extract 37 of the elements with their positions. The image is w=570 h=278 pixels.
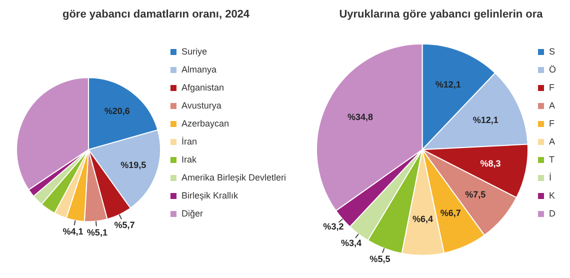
legend-label: K — [549, 190, 556, 200]
legend-label: T — [549, 154, 555, 164]
legend-label: İran — [181, 136, 197, 146]
data-label: %7,5 — [465, 189, 486, 200]
legend-label: Birleşik Krallık — [181, 190, 238, 200]
legend-label: Almanya — [181, 64, 216, 74]
legend-label: F — [549, 118, 555, 128]
legend-label: Azerbaycan — [181, 118, 230, 128]
data-label: %5,1 — [86, 228, 108, 238]
data-label: %19,5 — [120, 160, 146, 170]
data-label: %6,7 — [440, 208, 461, 218]
data-label: %12,1 — [472, 114, 498, 125]
data-label: %5,7 — [114, 220, 135, 230]
legend-label: A — [549, 136, 556, 146]
data-label: %3,2 — [323, 221, 344, 232]
data-label: %6,4 — [412, 214, 433, 224]
legend-label: Avusturya — [181, 100, 222, 110]
legend-label: D — [549, 208, 556, 218]
data-label: %8,3 — [480, 158, 501, 169]
legend-label: Diğer — [181, 208, 203, 218]
legend-label: S — [549, 46, 556, 56]
legend-label: Amerika Birleşik Devletleri — [181, 172, 286, 182]
legend-label: Afganistan — [181, 82, 224, 92]
chart-title: Uyruklarına göre yabancı gelinlerin ora — [339, 8, 544, 21]
legend-label: F — [549, 82, 555, 92]
legend-label: İ — [549, 172, 552, 182]
legend-label: A — [549, 100, 556, 110]
chart-title: göre yabancı damatların oranı, 2024 — [62, 8, 250, 21]
data-label: %20,6 — [104, 106, 130, 116]
legend-label: Irak — [181, 154, 197, 164]
data-label: %12,1 — [435, 79, 461, 90]
data-label: %4,1 — [62, 226, 84, 237]
data-label: %34,8 — [347, 112, 374, 122]
legend-label: Suriye — [181, 46, 207, 56]
legend-label: Ö — [549, 64, 556, 74]
data-label: %5,5 — [370, 254, 390, 264]
data-label: %3,4 — [340, 238, 362, 248]
